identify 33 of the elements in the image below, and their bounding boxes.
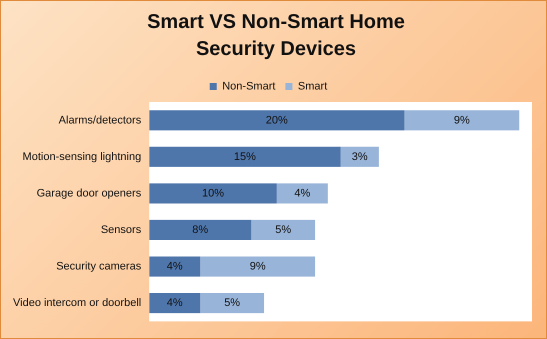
- bar: [149, 146, 341, 167]
- bar: [200, 293, 264, 314]
- y-tick-label: Motion-sensing lightning: [22, 150, 142, 163]
- bar: [149, 293, 200, 314]
- bar: [340, 146, 379, 167]
- data-label: 4%: [294, 187, 310, 200]
- data-label: 8%: [192, 224, 208, 236]
- chart-title: Smart VS Non-Smart Home Security Devices: [146, 10, 406, 62]
- legend-label: Smart: [298, 80, 328, 93]
- bar: [149, 183, 277, 204]
- bar: [251, 220, 316, 240]
- bar: [149, 110, 404, 130]
- bar: [200, 256, 316, 277]
- y-tick-label: Alarms/detectors: [58, 114, 142, 126]
- data-label: 4%: [166, 260, 183, 273]
- bar: [149, 256, 200, 277]
- y-tick-label: Garage door openers: [36, 187, 142, 200]
- data-label: 15%: [234, 150, 256, 163]
- data-label: 9%: [454, 114, 470, 126]
- data-label: 9%: [250, 260, 266, 273]
- bar: [404, 110, 520, 130]
- bar: [149, 220, 252, 240]
- data-label: 3%: [352, 150, 368, 163]
- data-label: 4%: [166, 297, 183, 310]
- data-label: 5%: [275, 224, 292, 236]
- bar: [276, 183, 328, 204]
- y-tick-label: Security cameras: [56, 260, 142, 273]
- data-label: 10%: [202, 187, 224, 200]
- y-tick-label: Video intercom or doorbell: [13, 297, 142, 310]
- legend-label: Non-Smart: [222, 80, 276, 93]
- data-label: 5%: [224, 297, 240, 310]
- data-label: 20%: [266, 114, 288, 126]
- y-tick-label: Sensors: [100, 224, 142, 236]
